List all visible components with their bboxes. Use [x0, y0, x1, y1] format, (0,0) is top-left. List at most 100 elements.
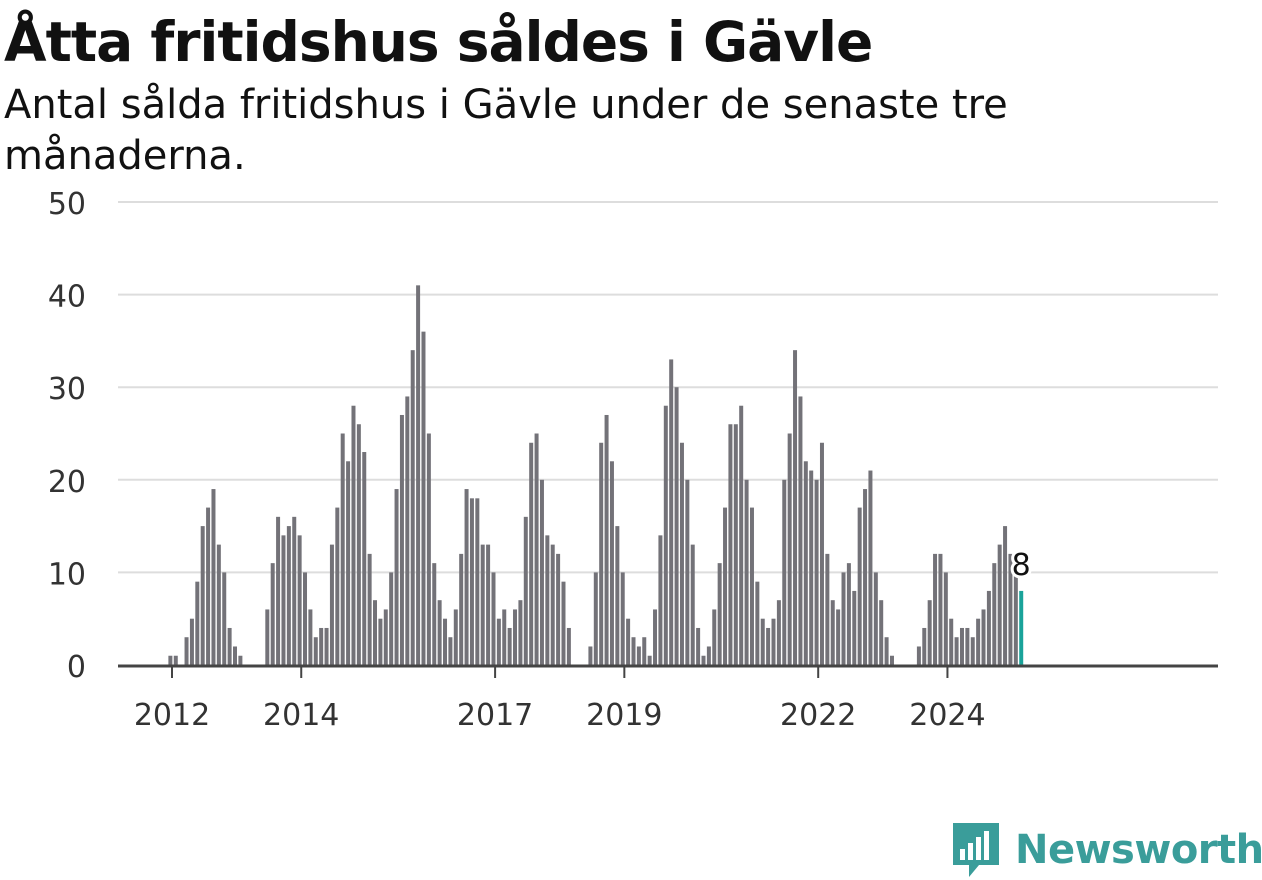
y-tick-label: 30 [48, 372, 86, 407]
bar [437, 600, 442, 665]
x-tick-label: 2017 [457, 698, 533, 733]
bar [814, 479, 819, 665]
bar [674, 387, 679, 665]
bar [292, 516, 297, 665]
bar [889, 655, 894, 665]
bar [464, 489, 469, 665]
bar [233, 646, 237, 665]
bar [399, 414, 404, 665]
y-tick-label: 10 [48, 557, 86, 592]
bar [189, 618, 194, 665]
bar [426, 433, 431, 665]
bar [631, 637, 636, 665]
bar [938, 553, 943, 665]
brand-name: Newsworthy [1015, 827, 1262, 873]
bar [959, 627, 964, 665]
bar [281, 535, 286, 665]
bar [346, 461, 351, 665]
bar [286, 526, 291, 665]
bar [362, 452, 367, 665]
bar [717, 563, 722, 665]
bar [539, 479, 544, 665]
axes [118, 664, 1218, 678]
bar [976, 618, 981, 665]
bar [432, 563, 437, 665]
bar [367, 553, 372, 665]
bar [916, 646, 921, 665]
bar [216, 544, 221, 665]
bar [588, 646, 593, 665]
bar [383, 609, 388, 665]
bar [356, 424, 361, 665]
bar [507, 627, 512, 665]
bar [206, 507, 211, 665]
bar [222, 572, 227, 665]
bar [502, 609, 507, 665]
bar [556, 553, 561, 665]
bar [690, 544, 695, 665]
highlight-bar [1019, 590, 1024, 665]
bar [663, 405, 668, 665]
bar [545, 535, 550, 665]
bar [669, 359, 674, 665]
brand-logo[interactable]: Newsworthy [951, 820, 1262, 880]
bar [453, 609, 458, 665]
bar [351, 405, 356, 665]
bar [416, 285, 421, 665]
bar [518, 600, 523, 665]
bar [593, 572, 598, 665]
bar [421, 331, 426, 665]
bar [771, 618, 776, 665]
bar [863, 489, 868, 665]
bar [922, 627, 927, 665]
bar [658, 535, 663, 665]
bar [227, 627, 232, 665]
bar [825, 553, 830, 665]
bar [836, 609, 841, 665]
bar [943, 572, 948, 665]
chart-subtitle: Antal sålda fritidshus i Gävle under de … [4, 82, 1008, 179]
y-tick-label: 20 [48, 465, 86, 500]
bar [276, 516, 281, 665]
bar [868, 470, 873, 665]
bar [529, 442, 534, 665]
bar [443, 618, 448, 665]
bar [168, 655, 173, 665]
bar [981, 609, 986, 665]
bar [857, 507, 862, 665]
y-tick-label: 40 [48, 280, 86, 315]
bar [620, 572, 625, 665]
bar [448, 637, 453, 665]
bar [566, 627, 571, 665]
chart-title: Åtta fritidshus såldes i Gävle [4, 10, 873, 74]
newsworthy-logo-icon [953, 823, 999, 877]
bar [319, 627, 324, 665]
bar [793, 350, 798, 665]
bar [992, 563, 997, 665]
bar [373, 600, 378, 665]
bar [679, 442, 684, 665]
bar [760, 618, 765, 665]
bar [744, 479, 749, 665]
bar [459, 553, 464, 665]
bar [491, 572, 496, 665]
labels: 0 10 20 30 40 50 8 2012 2014 2017 2019 2022 2024 [48, 187, 1034, 733]
bar [733, 424, 738, 665]
bar [173, 655, 178, 665]
bar [238, 655, 243, 665]
bar [561, 581, 566, 665]
bar [841, 572, 846, 665]
bar [787, 433, 792, 665]
bar [873, 572, 878, 665]
x-tick-label: 2022 [780, 698, 856, 733]
x-tick-label: 2012 [134, 698, 210, 733]
bar [200, 526, 205, 665]
bar [534, 433, 539, 665]
bar [1008, 553, 1013, 665]
bar [513, 609, 518, 665]
bar [394, 489, 399, 665]
bar [852, 590, 857, 665]
bar [701, 655, 706, 665]
bar [879, 600, 884, 665]
